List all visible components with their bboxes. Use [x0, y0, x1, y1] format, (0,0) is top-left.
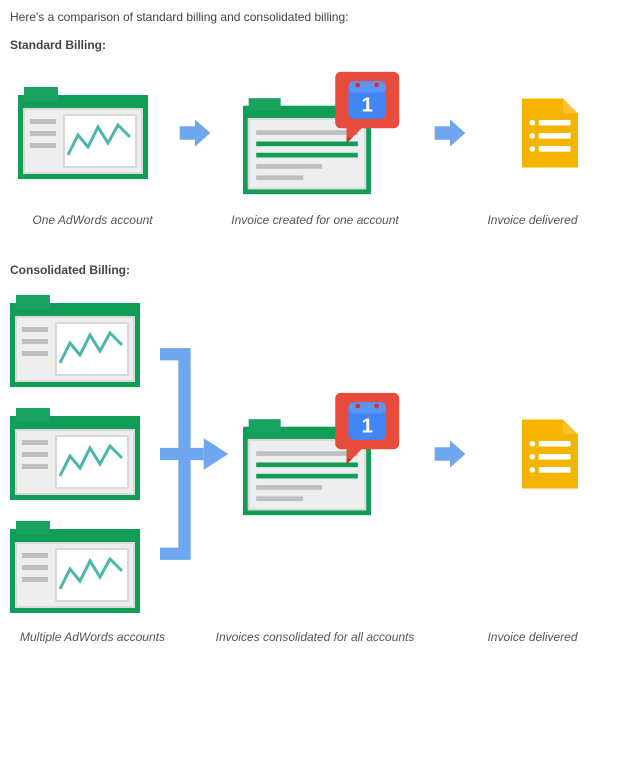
svg-text:1: 1: [361, 93, 373, 116]
adwords-account-icon: [10, 408, 155, 503]
caption-one-account: One AdWords account: [32, 213, 152, 227]
consolidated-captions: Multiple AdWords accounts Invoices conso…: [10, 630, 630, 644]
invoice-creation-icon: 1: [243, 391, 403, 520]
adwords-account-icon: [10, 521, 155, 616]
standard-row: 1: [10, 70, 630, 199]
invoice-creation-icon: 1: [243, 70, 403, 199]
caption-delivered-2: Invoice delivered: [487, 630, 577, 644]
caption-invoice-one: Invoice created for one account: [231, 213, 398, 227]
arrow-right-icon: [433, 116, 467, 153]
caption-delivered: Invoice delivered: [487, 213, 577, 227]
consolidated-row: 1: [10, 295, 630, 616]
consolidated-title: Consolidated Billing:: [10, 263, 630, 277]
caption-multiple-accounts: Multiple AdWords accounts: [20, 630, 165, 644]
adwords-account-icon: [18, 87, 148, 182]
arrow-right-icon: [433, 437, 467, 474]
arrow-right-icon: [178, 116, 212, 153]
standard-captions: One AdWords account Invoice created for …: [10, 213, 630, 227]
intro-text: Here's a comparison of standard billing …: [10, 10, 630, 24]
merge-connector-icon: [160, 298, 230, 613]
invoice-document-icon: [522, 98, 578, 171]
standard-title: Standard Billing:: [10, 38, 630, 52]
adwords-account-icon: [10, 295, 155, 390]
caption-invoice-all: Invoices consolidated for all accounts: [216, 630, 415, 644]
invoice-document-icon: [522, 419, 578, 492]
svg-text:1: 1: [361, 414, 373, 437]
